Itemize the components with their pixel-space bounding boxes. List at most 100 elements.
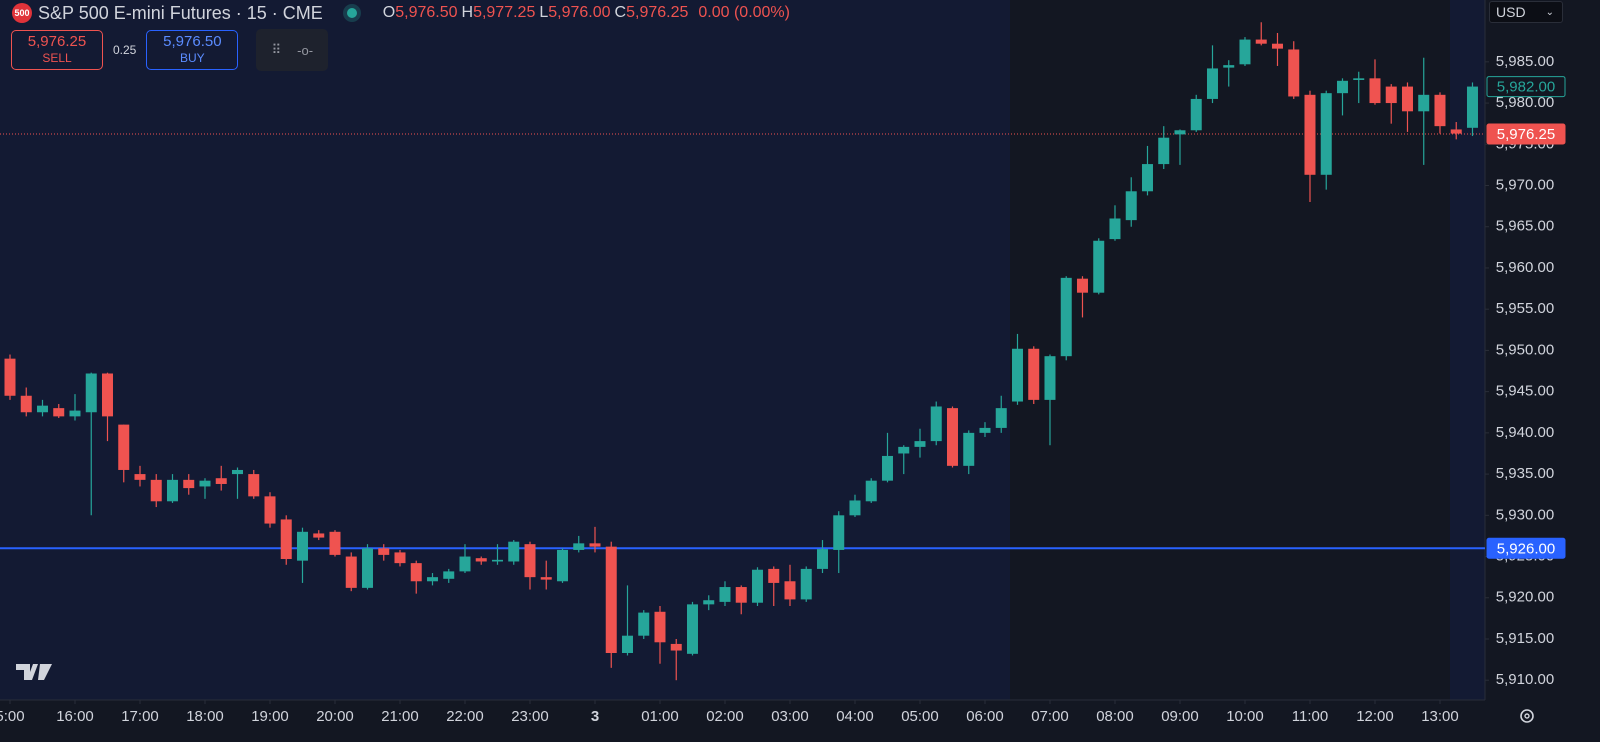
candle-body xyxy=(101,373,113,417)
candle-body xyxy=(1044,356,1056,400)
candle-body xyxy=(540,577,552,580)
candle-body xyxy=(1320,93,1332,175)
candle-body xyxy=(1011,348,1023,402)
ohlc-key: O xyxy=(382,4,396,21)
candle-body xyxy=(280,519,292,560)
ohlc-item: O5,976.50 xyxy=(383,4,458,22)
candle-body xyxy=(995,408,1007,428)
tool-button[interactable]: ⠿ -o- xyxy=(256,29,329,71)
candle-body xyxy=(183,479,195,489)
candle-body xyxy=(865,480,877,502)
candle-body xyxy=(573,543,585,550)
candle-body xyxy=(394,552,406,564)
x-tick-label: 5:00 xyxy=(0,708,25,725)
candle-body xyxy=(264,496,276,524)
candle-body xyxy=(150,479,162,502)
y-tick-label: 5,985.00 xyxy=(1496,53,1554,70)
candle-body xyxy=(833,515,845,550)
x-tick-label: 18:00 xyxy=(186,708,224,725)
candle-body xyxy=(1418,94,1430,112)
symbol-title[interactable]: S&P 500 E-mini Futures · 15 · CME xyxy=(38,2,323,23)
candle-body xyxy=(1385,86,1397,104)
candle-body xyxy=(589,543,601,547)
ohlc-value: 5,976.25 xyxy=(626,4,689,21)
candle-body xyxy=(1369,78,1381,104)
x-tick-label: 02:00 xyxy=(706,708,744,725)
buy-button[interactable]: 5,976.50 BUY xyxy=(146,30,239,70)
y-tick-label: 5,935.00 xyxy=(1496,465,1554,482)
candle-body xyxy=(345,556,357,588)
x-tick-label: 05:00 xyxy=(901,708,939,725)
candle-body xyxy=(800,568,812,600)
candle-body xyxy=(751,569,763,603)
x-tick-label: 20:00 xyxy=(316,708,354,725)
candle-body xyxy=(20,395,32,413)
candle-body xyxy=(930,406,942,442)
candle-body xyxy=(1060,277,1072,357)
candle-body xyxy=(963,432,975,466)
x-tick-label: 01:00 xyxy=(641,708,679,725)
x-tick-label: 12:00 xyxy=(1356,708,1394,725)
header: 500 S&P 500 E-mini Futures · 15 · CME O5… xyxy=(12,2,794,24)
candle-body xyxy=(1028,348,1040,400)
candle-body xyxy=(4,358,16,396)
candle-body xyxy=(670,643,682,651)
ohlc: O5,976.50 H5,977.25 L5,976.00 C5,976.25 xyxy=(383,4,693,22)
x-tick-label: 08:00 xyxy=(1096,708,1134,725)
x-tick-label: 07:00 xyxy=(1031,708,1069,725)
y-tick-label: 5,980.00 xyxy=(1496,94,1554,111)
candle-body xyxy=(686,604,698,654)
candle-body xyxy=(605,546,617,654)
x-tick-label: 03:00 xyxy=(771,708,809,725)
candle-body xyxy=(768,568,780,583)
candle-body xyxy=(134,474,146,480)
candle-body xyxy=(1271,43,1283,49)
price-badge xyxy=(1486,123,1566,145)
candle-body xyxy=(1255,39,1267,44)
candle-body xyxy=(248,474,260,497)
candle-body xyxy=(1076,278,1088,293)
candle-body xyxy=(378,548,390,555)
candle-body xyxy=(1353,78,1365,80)
settings-icon[interactable] xyxy=(1520,709,1534,723)
candle-body xyxy=(1239,39,1251,65)
candle-body xyxy=(703,600,715,605)
x-tick-label: 09:00 xyxy=(1161,708,1199,725)
candle-body xyxy=(118,424,130,470)
candle-body xyxy=(69,410,81,417)
candle-body xyxy=(215,478,227,484)
candle-body xyxy=(296,531,308,561)
candle-body xyxy=(410,563,422,582)
buy-price: 5,976.50 xyxy=(163,33,222,50)
x-tick-label: 10:00 xyxy=(1226,708,1264,725)
y-tick-label: 5,910.00 xyxy=(1496,671,1554,688)
ohlc-value: 5,976.50 xyxy=(395,4,458,21)
ohlc-key: H xyxy=(461,4,474,21)
sell-label: SELL xyxy=(42,51,72,65)
candle-body xyxy=(979,427,991,433)
candle-body xyxy=(1125,191,1137,221)
candle-body xyxy=(1466,86,1478,128)
candle-body xyxy=(719,587,731,602)
candle-body xyxy=(1141,164,1153,192)
candle-body xyxy=(898,446,910,454)
candle-body xyxy=(849,500,861,516)
currency-select[interactable]: USD ⌄ xyxy=(1489,1,1563,23)
y-tick-label: 5,945.00 xyxy=(1496,383,1554,400)
x-tick-label: 11:00 xyxy=(1292,708,1328,725)
session-bg xyxy=(0,0,1010,700)
candle-body xyxy=(329,531,341,555)
candle-body xyxy=(1093,240,1105,293)
y-tick-label: 5,970.00 xyxy=(1496,176,1554,193)
y-tick-label: 5,915.00 xyxy=(1496,630,1554,647)
candle-body xyxy=(491,559,503,562)
candle-body xyxy=(914,441,926,447)
ohlc-key: L xyxy=(539,4,549,21)
y-tick-label: 5,920.00 xyxy=(1496,589,1554,606)
candle-body xyxy=(816,549,828,569)
sell-button[interactable]: 5,976.25 SELL xyxy=(11,30,103,70)
candle-body xyxy=(654,611,666,643)
candle-body xyxy=(361,548,373,588)
